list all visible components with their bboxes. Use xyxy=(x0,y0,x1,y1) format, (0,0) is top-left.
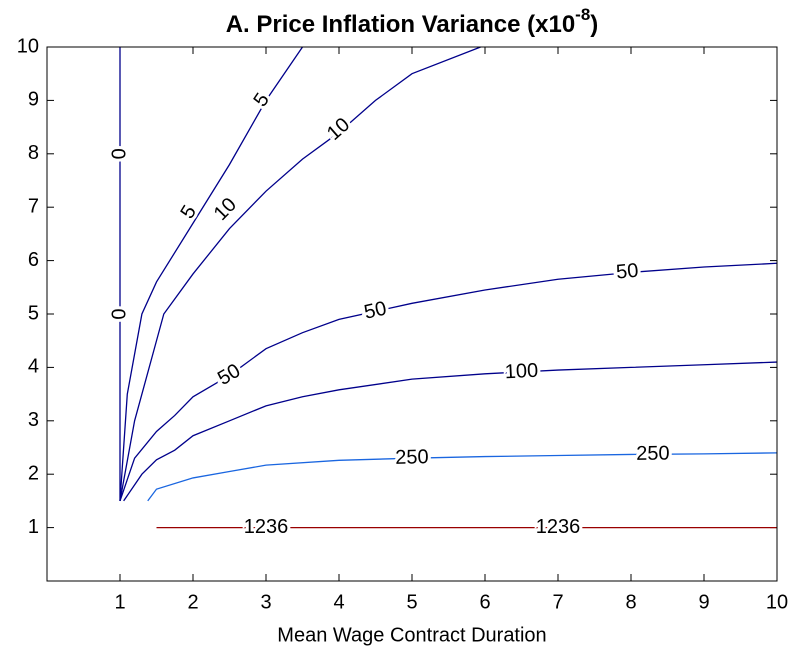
contour-line xyxy=(123,361,778,502)
y-tick-label: 6 xyxy=(28,249,39,271)
x-axis-label: Mean Wage Contract Duration xyxy=(277,624,546,646)
x-tick-label: 8 xyxy=(625,591,636,613)
y-tick-label: 1 xyxy=(28,516,39,538)
y-tick-label: 7 xyxy=(28,195,39,217)
x-tick-label: 9 xyxy=(698,591,709,613)
contour-label: 0 xyxy=(108,308,130,319)
y-tick-label: 3 xyxy=(28,409,39,431)
title-text: A. Price Inflation Variance (x10 xyxy=(226,11,575,38)
x-tick-label: 5 xyxy=(406,591,417,613)
contour-line xyxy=(147,452,778,502)
contour-label: 0 xyxy=(108,148,130,159)
y-tick-label: 4 xyxy=(28,356,39,378)
y-tick-label: 9 xyxy=(28,89,39,111)
contour-label: 250 xyxy=(636,443,670,465)
contour-label: 1236 xyxy=(244,516,289,538)
contour-line xyxy=(119,46,481,502)
y-tick-label: 10 xyxy=(17,35,39,57)
y-tick-label: 5 xyxy=(28,302,39,324)
x-tick-label: 4 xyxy=(333,591,344,613)
y-tick-label: 8 xyxy=(28,142,39,164)
contour-label: 50 xyxy=(362,297,388,323)
y-tick-label: 2 xyxy=(28,462,39,484)
x-tick-label: 10 xyxy=(766,591,788,613)
title-suffix: ) xyxy=(590,11,598,38)
x-tick-label: 6 xyxy=(479,591,490,613)
contour-label: 100 xyxy=(504,360,538,384)
x-tick-label: 2 xyxy=(187,591,198,613)
contour-line xyxy=(119,46,304,501)
x-tick-label: 3 xyxy=(260,591,271,613)
chart-title: A. Price Inflation Variance (x10-8) xyxy=(226,5,599,38)
contour-label: 250 xyxy=(395,446,429,469)
contour-label: 50 xyxy=(615,260,639,284)
x-tick-label: 1 xyxy=(114,591,125,613)
contour-line xyxy=(119,262,778,502)
title-superscript: -8 xyxy=(575,5,590,24)
x-tick-label: 7 xyxy=(552,591,563,613)
plot-area xyxy=(47,47,777,581)
contour-label: 1236 xyxy=(536,516,581,538)
axes-box xyxy=(46,46,778,582)
